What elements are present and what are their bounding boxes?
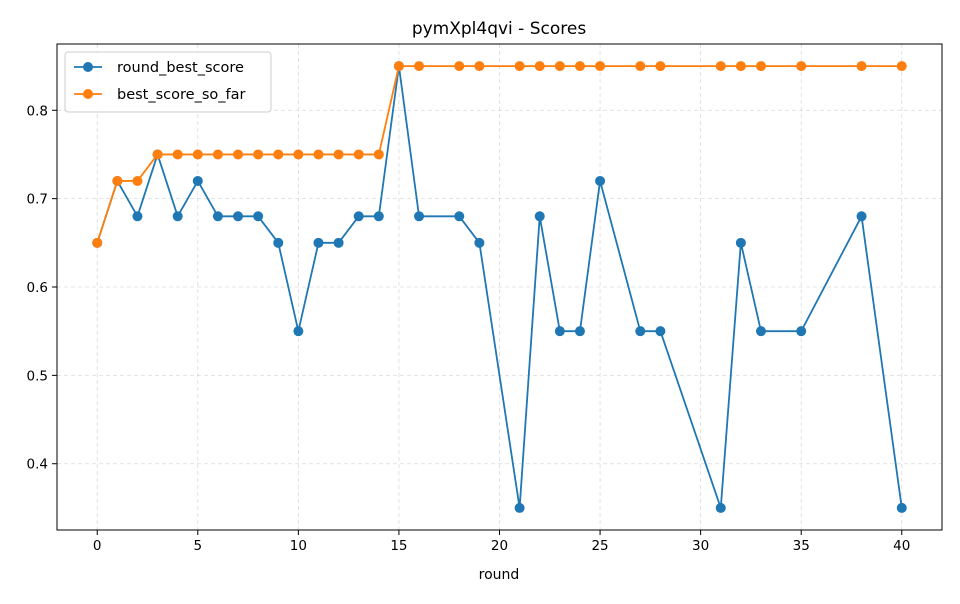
data-point-best_score_so_far xyxy=(313,149,324,160)
x-tick-label: 0 xyxy=(93,538,102,554)
data-point-best_score_so_far xyxy=(534,61,545,72)
data-point-best_score_so_far xyxy=(212,149,223,160)
data-point-round_best_score xyxy=(293,326,304,337)
data-point-best_score_so_far xyxy=(856,61,867,72)
x-axis-label: round xyxy=(479,567,520,583)
data-point-best_score_so_far xyxy=(132,175,143,186)
data-point-round_best_score xyxy=(796,326,807,337)
data-point-round_best_score xyxy=(655,326,666,337)
data-point-round_best_score xyxy=(735,237,746,248)
data-point-best_score_so_far xyxy=(554,61,565,72)
data-point-best_score_so_far xyxy=(755,61,766,72)
data-point-round_best_score xyxy=(333,237,344,248)
data-point-round_best_score xyxy=(715,502,726,513)
data-point-round_best_score xyxy=(253,211,264,222)
data-point-round_best_score xyxy=(534,211,545,222)
data-point-best_score_so_far xyxy=(655,61,666,72)
legend-marker-best_score_so_far xyxy=(83,89,93,99)
data-point-best_score_so_far xyxy=(896,61,907,72)
data-point-best_score_so_far xyxy=(293,149,304,160)
data-point-best_score_so_far xyxy=(514,61,525,72)
y-tick-label: 0.7 xyxy=(27,192,48,208)
data-point-best_score_so_far xyxy=(112,175,123,186)
data-point-best_score_so_far xyxy=(253,149,264,160)
data-point-best_score_so_far xyxy=(635,61,646,72)
data-point-best_score_so_far xyxy=(474,61,485,72)
data-point-best_score_so_far xyxy=(595,61,606,72)
data-point-best_score_so_far xyxy=(393,61,404,72)
data-point-best_score_so_far xyxy=(454,61,465,72)
y-tick-label: 0.4 xyxy=(27,457,48,473)
data-point-round_best_score xyxy=(474,237,485,248)
data-point-best_score_so_far xyxy=(192,149,203,160)
data-point-round_best_score xyxy=(273,237,284,248)
data-point-best_score_so_far xyxy=(333,149,344,160)
data-point-best_score_so_far xyxy=(735,61,746,72)
data-point-round_best_score xyxy=(896,502,907,513)
legend-marker-round_best_score xyxy=(83,62,93,72)
data-point-round_best_score xyxy=(856,211,867,222)
grid-lines xyxy=(57,44,942,530)
series-line-round_best_score xyxy=(96,65,903,509)
data-point-best_score_so_far xyxy=(233,149,244,160)
legend-label-best_score_so_far: best_score_so_far xyxy=(117,87,245,103)
data-point-best_score_so_far xyxy=(796,61,807,72)
data-point-round_best_score xyxy=(192,175,203,186)
data-point-round_best_score xyxy=(233,211,244,222)
x-tick-label: 25 xyxy=(591,538,608,554)
legend: round_best_score best_score_so_far xyxy=(64,51,272,113)
x-tick-label: 20 xyxy=(491,538,508,554)
data-point-round_best_score xyxy=(373,211,384,222)
data-point-round_best_score xyxy=(755,326,766,337)
data-point-best_score_so_far xyxy=(172,149,183,160)
data-point-round_best_score xyxy=(595,175,606,186)
axis-ticks: 0 5 10 15 20 25 30 35 40 0.4 0.5 0.6 0.7 0.8 xyxy=(27,103,911,554)
data-point-round_best_score xyxy=(414,211,425,222)
y-tick-label: 0.8 xyxy=(27,103,48,119)
series-best_score_so_far xyxy=(92,61,907,248)
data-point-round_best_score xyxy=(514,502,525,513)
x-tick-label: 5 xyxy=(193,538,202,554)
x-tick-label: 30 xyxy=(692,538,709,554)
chart-title: pymXpl4qvi - Scores xyxy=(412,19,587,39)
data-point-round_best_score xyxy=(313,237,324,248)
x-tick-label: 10 xyxy=(290,538,307,554)
data-point-best_score_so_far xyxy=(574,61,585,72)
data-point-round_best_score xyxy=(172,211,183,222)
data-point-round_best_score xyxy=(212,211,223,222)
data-point-best_score_so_far xyxy=(353,149,364,160)
data-point-round_best_score xyxy=(353,211,364,222)
data-point-round_best_score xyxy=(554,326,565,337)
data-point-best_score_so_far xyxy=(373,149,384,160)
data-point-round_best_score xyxy=(574,326,585,337)
data-point-best_score_so_far xyxy=(715,61,726,72)
data-point-best_score_so_far xyxy=(152,149,163,160)
data-point-best_score_so_far xyxy=(414,61,425,72)
y-tick-label: 0.6 xyxy=(27,280,48,296)
legend-label-round_best_score: round_best_score xyxy=(117,60,244,76)
data-point-best_score_so_far xyxy=(273,149,284,160)
data-point-round_best_score xyxy=(132,211,143,222)
data-point-best_score_so_far xyxy=(92,237,103,248)
x-tick-label: 15 xyxy=(390,538,407,554)
legend-box xyxy=(64,51,272,113)
data-point-round_best_score xyxy=(454,211,465,222)
series-layer xyxy=(92,61,907,513)
x-tick-label: 40 xyxy=(893,538,910,554)
x-tick-label: 35 xyxy=(793,538,810,554)
y-tick-label: 0.5 xyxy=(27,368,48,384)
data-point-round_best_score xyxy=(635,326,646,337)
